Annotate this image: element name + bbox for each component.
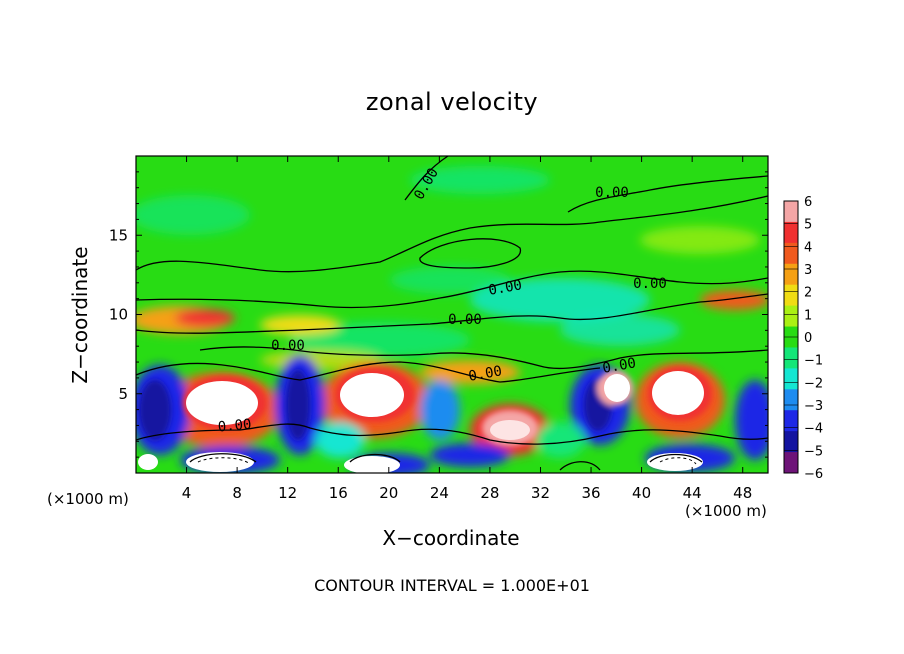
contour-label: 0.00 (633, 276, 667, 292)
colorbar-swatch (784, 431, 798, 453)
x-tick-label: 28 (480, 484, 499, 502)
colorbar-label: 5 (804, 218, 812, 233)
colorbar-swatch (784, 221, 798, 244)
y-tick-label: 10 (109, 306, 128, 324)
x-tick-label: 24 (430, 484, 449, 502)
contour-interval-note: CONTOUR INTERVAL = 1.000E+01 (314, 576, 590, 595)
colorbar-label: 1 (804, 308, 812, 323)
colorbar-label: 0 (804, 331, 812, 346)
x-axis-label: X−coordinate (382, 526, 520, 550)
contour-label: 0.00 (595, 185, 629, 201)
y-axis: 5 10 15 (109, 171, 768, 458)
colorbar-swatch (784, 242, 798, 265)
colorbar-label: 6 (804, 195, 812, 210)
contour-label: 0.00 (601, 355, 637, 377)
colorbar-label: −4 (804, 422, 823, 437)
zero-contours (136, 156, 768, 471)
colorbar-label: −6 (804, 467, 823, 482)
x-unit-right: (×1000 m) (685, 502, 767, 520)
colorbar-swatch (784, 452, 798, 474)
contour-labels: 0.00 0.000.000.000.000.000.00 0.000.00 (217, 165, 667, 435)
x-tick-label: 8 (232, 484, 242, 502)
x-tick-label: 44 (683, 484, 702, 502)
colorbar-label: −2 (804, 376, 823, 391)
contour-label: 0.00 (487, 277, 523, 299)
x-tick-label: 12 (278, 484, 297, 502)
contour-label: 0.00 (217, 417, 252, 436)
y-tick-label: 5 (118, 385, 128, 403)
colorbar-swatch (784, 305, 798, 328)
colorbar-label: −3 (804, 399, 823, 414)
y-axis-label: Z−coordinate (68, 246, 92, 384)
colorbar-swatch (784, 201, 798, 223)
contour-label: 0.00 (448, 312, 482, 328)
x-tick-label: 4 (182, 484, 192, 502)
colorbar-swatch (784, 263, 798, 286)
x-unit-left: (×1000 m) (47, 490, 129, 508)
x-tick-label: 32 (531, 484, 550, 502)
contour-label: 0.00 (467, 363, 503, 385)
colorbar-label: 4 (804, 240, 812, 255)
x-tick-label: 20 (379, 484, 398, 502)
x-tick-label: 40 (632, 484, 651, 502)
x-tick-label: 16 (329, 484, 348, 502)
colorbar-label: 3 (804, 263, 812, 278)
colorbar-label: −1 (804, 354, 823, 369)
colorbar-swatch (784, 284, 798, 307)
colorbar-swatch (784, 347, 798, 369)
colorbar-swatch (784, 368, 798, 390)
velocity-field (136, 156, 768, 473)
x-tick-label: 36 (581, 484, 600, 502)
x-axis: 4 8 12 16 20 24 28 32 36 40 44 48 (182, 156, 752, 502)
contour-label: 0.00 (271, 338, 305, 354)
colorbar: 6 5 4 3 2 1 0 −1 −2 −3 −4 −5 −6 (783, 195, 823, 482)
y-tick-label: 15 (109, 226, 128, 244)
colorbar-label: 2 (804, 286, 812, 301)
colorbar-swatch (784, 410, 798, 432)
colorbar-label: −5 (804, 444, 823, 459)
colorbar-swatch (784, 389, 798, 411)
x-tick-label: 48 (733, 484, 752, 502)
chart-title: zonal velocity (365, 88, 539, 116)
